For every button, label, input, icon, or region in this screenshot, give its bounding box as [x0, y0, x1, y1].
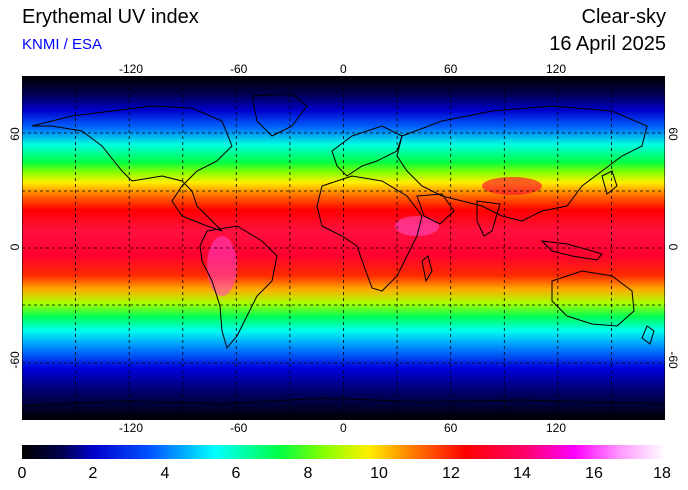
colorbar-tick: 2	[88, 465, 98, 482]
east-africa-uv-patch	[395, 216, 439, 236]
south-america-outline	[199, 225, 278, 350]
date-label: 16 April 2025	[549, 33, 666, 55]
australia-outline	[551, 270, 635, 327]
colorbar-tick: 18	[653, 465, 671, 482]
tibet-uv-patch	[482, 177, 542, 195]
lon-tick-top: 0	[340, 62, 347, 76]
lat-tick-right: -60	[666, 351, 680, 369]
lat-tick-right: 60	[666, 127, 680, 141]
lat-tick-right: 0	[666, 243, 680, 251]
colorbar-tick: 12	[442, 465, 460, 482]
colorbar-tick: 6	[231, 465, 241, 482]
lon-tick-bottom: 60	[444, 421, 458, 435]
colorbar-tick: 4	[160, 465, 170, 482]
lon-tick-bottom: 0	[340, 421, 347, 435]
india-outline	[476, 200, 501, 237]
colorbar-tick: 8	[303, 465, 313, 482]
lon-tick-top: 120	[546, 62, 567, 76]
map-title: Erythemal UV index	[22, 6, 199, 28]
lat-tick-left: -60	[8, 351, 22, 369]
madagascar-outline	[421, 255, 433, 283]
indonesia-outline	[540, 240, 603, 261]
lon-tick-bottom: -120	[119, 421, 144, 435]
lon-tick-top: -120	[119, 62, 144, 76]
colorbar	[22, 445, 665, 459]
africa-outline	[316, 175, 423, 292]
arabia-outline	[416, 193, 455, 225]
north-america-outline	[31, 105, 233, 232]
new-zealand-outline	[641, 325, 655, 345]
colorbar-gradient	[22, 445, 665, 459]
colorbar-tick: 0	[17, 465, 27, 482]
andes-uv-patch	[207, 236, 237, 296]
sky-mode-label: Clear-sky	[581, 6, 666, 28]
colorbar-tick: 14	[513, 465, 531, 482]
lon-tick-bottom: 120	[546, 421, 567, 435]
coastlines	[22, 93, 665, 407]
lon-tick-top: -60	[230, 62, 248, 76]
greenland-outline	[251, 93, 308, 137]
uv-index-map	[22, 76, 665, 420]
antarctica-outline	[22, 397, 665, 407]
credit-label: KNMI / ESA	[22, 36, 103, 53]
japan-outline	[601, 170, 618, 195]
colorbar-tick: 10	[370, 465, 388, 482]
lon-tick-top: 60	[444, 62, 458, 76]
lat-tick-left: 60	[8, 127, 22, 141]
europe-outline	[331, 125, 403, 177]
lon-tick-bottom: -60	[230, 421, 248, 435]
colorbar-tick: 16	[585, 465, 603, 482]
graticule	[22, 76, 665, 420]
asia-outline	[396, 105, 648, 222]
lat-tick-left: 0	[8, 243, 22, 251]
